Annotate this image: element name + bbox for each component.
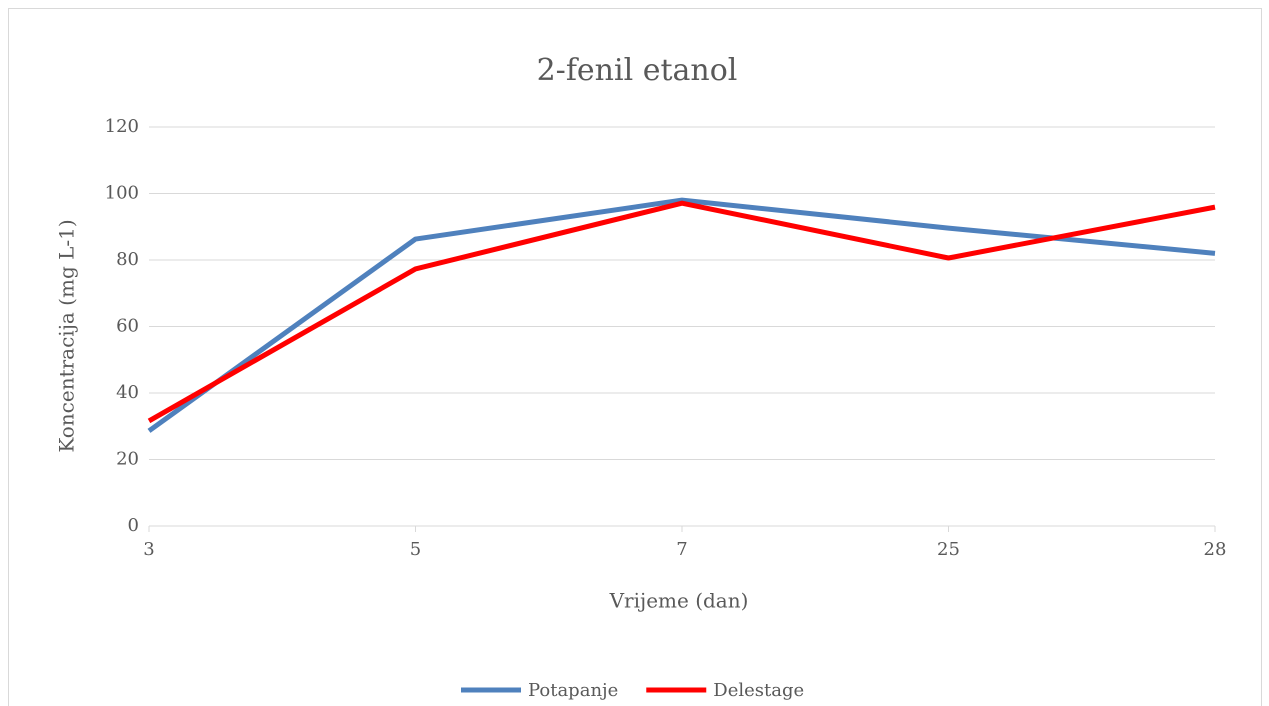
x-tick-label: 7 (676, 539, 687, 560)
chart-frame (8, 8, 1262, 706)
y-tick-label: 0 (128, 515, 139, 536)
y-tick-label: 60 (116, 316, 139, 337)
data-line (147, 200, 1216, 424)
y-tick-label: 20 (116, 449, 139, 470)
y-tick-label: 40 (116, 382, 139, 403)
x-axis-label: Vrijeme (dan) (609, 589, 749, 613)
y-tick-label: 120 (105, 116, 139, 137)
x-tick-label: 5 (410, 539, 421, 560)
chart-title: 2-fenil etanol (537, 53, 738, 88)
x-tick-label: 28 (1204, 539, 1227, 560)
y-tick-label: 80 (116, 249, 139, 270)
x-tick-label: 3 (143, 539, 154, 560)
y-axis-label: Koncentracija (mg L-1) (55, 219, 79, 452)
data-line (147, 197, 1216, 433)
y-tick-label: 100 (105, 183, 139, 204)
x-tick-label: 25 (937, 539, 960, 560)
legend-label: Potapanje (528, 680, 618, 701)
legend-label: Delestage (713, 680, 804, 701)
